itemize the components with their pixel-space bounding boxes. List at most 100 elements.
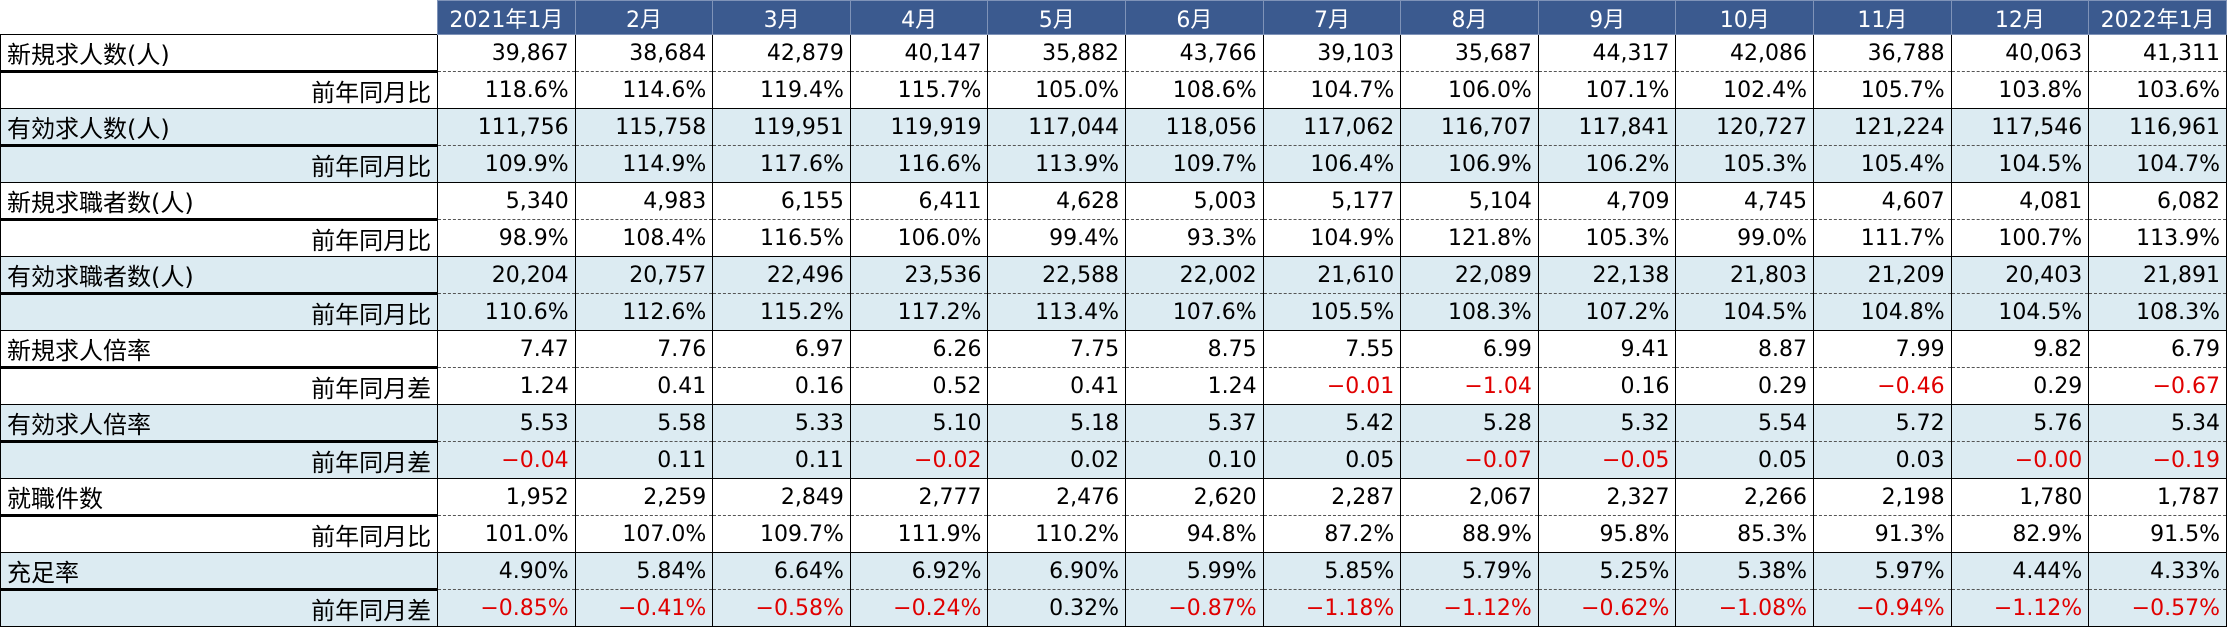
table-cell: 103.6% <box>2088 71 2227 109</box>
table-cell: 113.4% <box>987 293 1127 331</box>
table-cell: 99.0% <box>1675 219 1815 257</box>
table-cell: 116.5% <box>712 219 851 257</box>
table-cell: 6.99 <box>1400 330 1539 368</box>
header-cell: 10月 <box>1675 0 1815 35</box>
table-cell: 104.5% <box>1950 145 2090 183</box>
table-cell: 7.76 <box>574 330 714 368</box>
table-cell: 6.64% <box>712 552 851 590</box>
table-cell: 119,919 <box>849 108 989 146</box>
table-cell: 5,340 <box>437 182 576 220</box>
table-cell: −0.58% <box>712 589 851 627</box>
table-cell: 0.52 <box>849 367 989 405</box>
table-cell: 2,266 <box>1675 478 1815 516</box>
table-row: 有効求人倍率 5.53 5.58 5.33 5.10 5.18 5.37 5.42 5.28 5.… <box>0 404 2227 443</box>
header-corner <box>0 0 438 35</box>
table-cell: 100.7% <box>1950 219 2090 257</box>
table-cell: 113.9% <box>987 145 1127 183</box>
table-cell: −0.57% <box>2088 589 2227 627</box>
table-cell: 121.8% <box>1400 219 1539 257</box>
subrow-label: 前年同月比 <box>0 71 439 109</box>
table-cell: 5.99% <box>1125 552 1264 590</box>
table-cell: 104.7% <box>2088 145 2227 183</box>
header-cell: 2021年1月 <box>437 0 576 35</box>
subrow-label: 前年同月比 <box>0 145 439 183</box>
table-cell: 0.32% <box>987 589 1127 627</box>
table-row: 有効求職者数(人) 20,204 20,757 22,496 23,536 22,588 2… <box>0 256 2227 295</box>
table-cell: 109.7% <box>712 515 851 553</box>
table-cell: 109.7% <box>1125 145 1264 183</box>
table-cell: −0.02 <box>849 441 989 479</box>
table-cell: 118.6% <box>437 71 576 109</box>
table-cell: 105.4% <box>1813 145 1952 183</box>
table-cell: −0.87% <box>1125 589 1264 627</box>
table-cell: 5.85% <box>1262 552 1402 590</box>
table-cell: 2,327 <box>1537 478 1677 516</box>
table-cell: 108.6% <box>1125 71 1264 109</box>
table-cell: 0.02 <box>987 441 1127 479</box>
table-cell: 5.37 <box>1125 404 1264 442</box>
table-cell: 104.8% <box>1813 293 1952 331</box>
table-cell: 6,155 <box>712 182 851 220</box>
subrow-label: 前年同月差 <box>0 441 439 479</box>
subrow-label: 前年同月比 <box>0 293 439 331</box>
table-cell: 104.5% <box>1675 293 1815 331</box>
table-cell: 21,803 <box>1675 256 1815 294</box>
table-cell: 91.3% <box>1813 515 1952 553</box>
table-cell: 6,082 <box>2088 182 2227 220</box>
table-cell: 39,103 <box>1262 34 1402 72</box>
subrow-label: 前年同月比 <box>0 515 439 553</box>
table-cell: 101.0% <box>437 515 576 553</box>
row-label: 新規求職者数(人) <box>0 182 439 221</box>
table-cell: 1,780 <box>1950 478 2090 516</box>
table-cell: 38,684 <box>574 34 714 72</box>
table-cell: 1.24 <box>437 367 576 405</box>
table-cell: 41,311 <box>2088 34 2227 72</box>
table-cell: 5.53 <box>437 404 576 442</box>
table-cell: 2,620 <box>1125 478 1264 516</box>
table-cell: 4.33% <box>2088 552 2227 590</box>
table-cell: 104.5% <box>1950 293 2090 331</box>
table-cell: −0.07 <box>1400 441 1539 479</box>
table-cell: 4.90% <box>437 552 576 590</box>
table-cell: −0.24% <box>849 589 989 627</box>
table-cell: 1,952 <box>437 478 576 516</box>
table-cell: 106.4% <box>1262 145 1402 183</box>
table-cell: 93.3% <box>1125 219 1264 257</box>
table-cell: −1.12% <box>1950 589 2090 627</box>
table-row: 充足率 4.90% 5.84% 6.64% 6.92% 6.90% 5.99% 5.85% 5.… <box>0 552 2227 591</box>
table-cell: 109.9% <box>437 145 576 183</box>
table-cell: 5.79% <box>1400 552 1539 590</box>
table-cell: 0.10 <box>1125 441 1264 479</box>
table-cell: 6.79 <box>2088 330 2227 368</box>
table-cell: −0.41% <box>574 589 714 627</box>
table-cell: 9.41 <box>1537 330 1677 368</box>
row-label: 有効求職者数(人) <box>0 256 439 295</box>
table-cell: 108.3% <box>1400 293 1539 331</box>
table-cell: 6.90% <box>987 552 1127 590</box>
table-cell: 7.99 <box>1813 330 1952 368</box>
table-cell: 2,067 <box>1400 478 1539 516</box>
header-cell: 2022年1月 <box>2088 0 2227 35</box>
table-cell: 6.26 <box>849 330 989 368</box>
header-cell: 9月 <box>1537 0 1677 35</box>
table-cell: 35,687 <box>1400 34 1539 72</box>
table-cell: 0.11 <box>574 441 714 479</box>
table-cell: −0.85% <box>437 589 576 627</box>
table-cell: 0.05 <box>1675 441 1815 479</box>
table-cell: −1.18% <box>1262 589 1402 627</box>
table-cell: 22,089 <box>1400 256 1539 294</box>
table-cell: 5.58 <box>574 404 714 442</box>
table-cell: 115.7% <box>849 71 989 109</box>
table-cell: 102.4% <box>1675 71 1815 109</box>
table-cell: 115,758 <box>574 108 714 146</box>
table-cell: 22,002 <box>1125 256 1264 294</box>
table-cell: 2,476 <box>987 478 1127 516</box>
header-cell: 3月 <box>712 0 851 35</box>
table-cell: 0.16 <box>1537 367 1677 405</box>
table-cell: 0.16 <box>712 367 851 405</box>
table-cell: 110.6% <box>437 293 576 331</box>
table-subrow: 前年同月差 −0.04 0.11 0.11 −0.02 0.02 0.10 0.05 −0.07… <box>0 441 2227 479</box>
table-row: 有効求人数(人) 111,756 115,758 119,951 119,919 117,… <box>0 108 2227 147</box>
subrow-label: 前年同月比 <box>0 219 439 257</box>
